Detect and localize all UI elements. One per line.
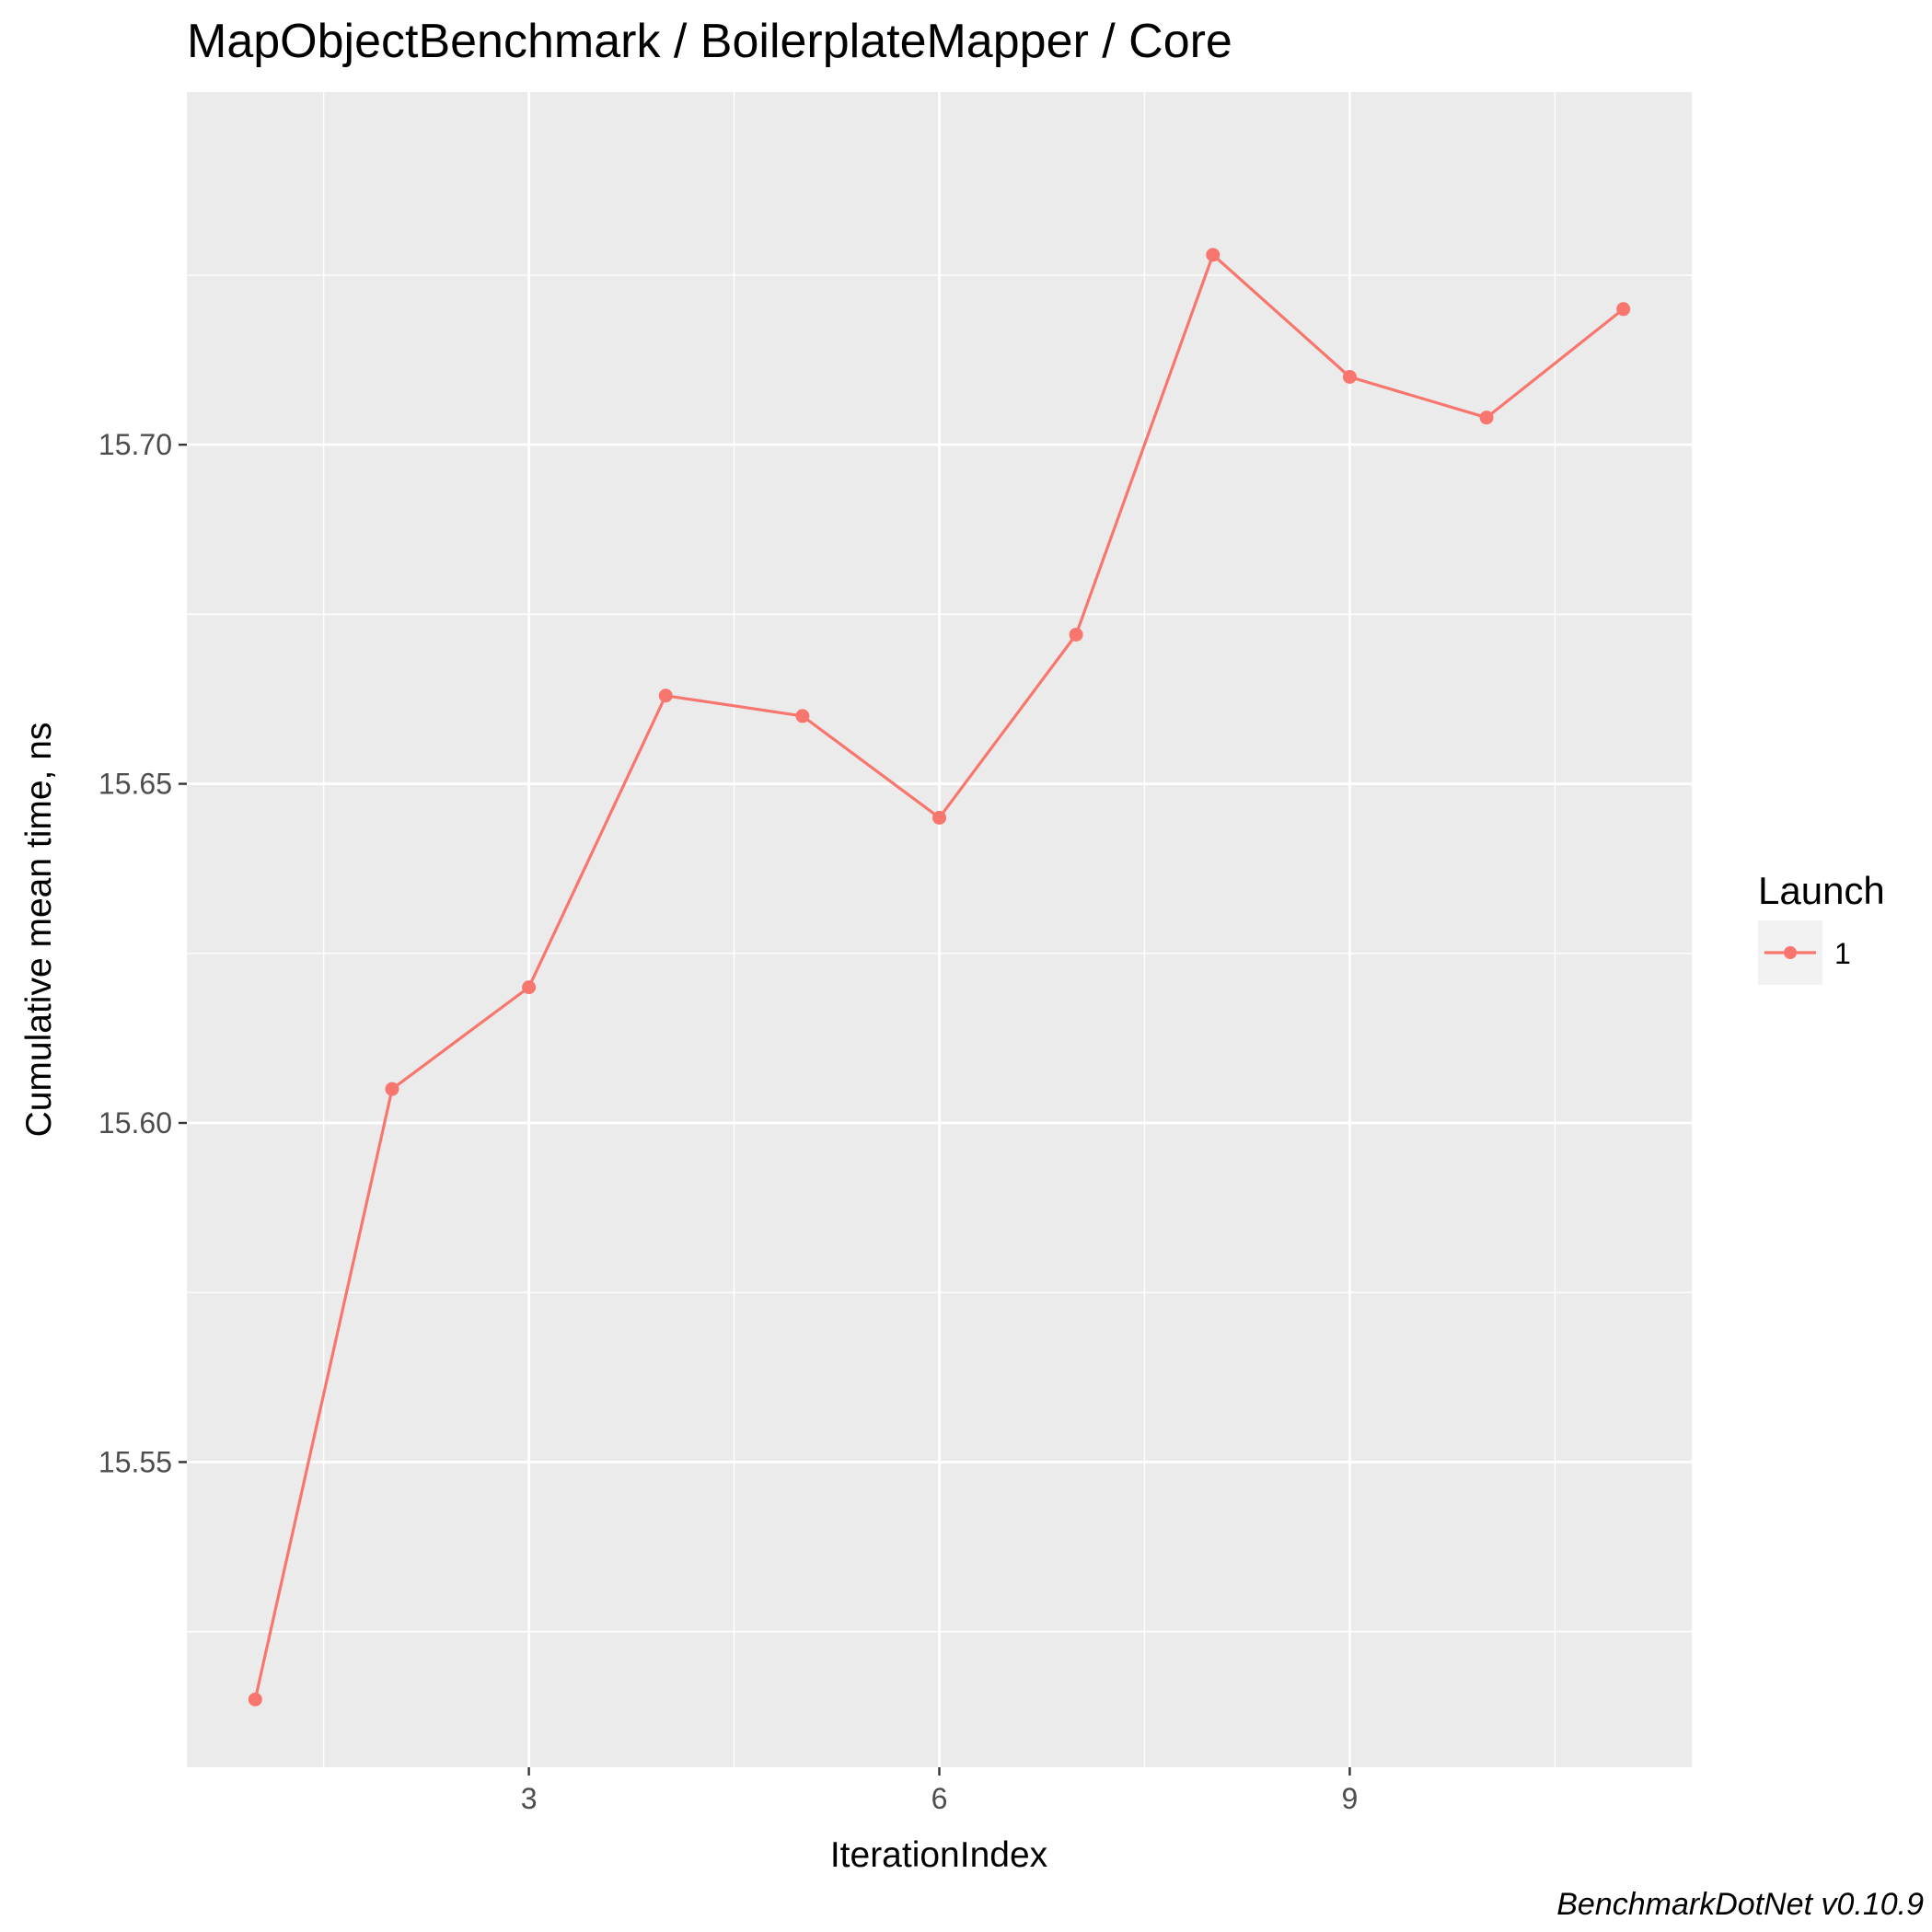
caption: BenchmarkDotNet v0.10.9 bbox=[1556, 1887, 1924, 1922]
x-tick-label: 6 bbox=[931, 1782, 948, 1815]
data-point bbox=[932, 810, 946, 825]
data-point bbox=[1479, 411, 1494, 425]
y-tick-label: 15.70 bbox=[98, 428, 172, 461]
x-axis-ticks: 3 6 9 bbox=[521, 1767, 1359, 1815]
y-tick-label: 15.55 bbox=[98, 1445, 172, 1478]
data-point bbox=[1069, 627, 1083, 642]
data-point bbox=[522, 980, 537, 995]
legend-label: 1 bbox=[1834, 937, 1851, 970]
data-point bbox=[795, 709, 810, 723]
x-tick-label: 9 bbox=[1342, 1782, 1359, 1815]
data-point bbox=[1342, 369, 1357, 384]
y-tick-label: 15.65 bbox=[98, 768, 172, 801]
data-point bbox=[1206, 248, 1221, 262]
y-axis-ticks: 15.55 15.60 15.65 15.70 bbox=[98, 428, 187, 1478]
data-point bbox=[1616, 302, 1631, 317]
data-point bbox=[248, 1692, 262, 1706]
legend-key-point bbox=[1784, 946, 1797, 959]
y-axis-label: Cumulative mean time, ns bbox=[19, 723, 59, 1138]
y-tick-label: 15.60 bbox=[98, 1106, 172, 1140]
legend: Launch 1 bbox=[1758, 869, 1885, 985]
data-point bbox=[658, 688, 673, 703]
data-point bbox=[385, 1082, 399, 1096]
series-layer bbox=[248, 248, 1631, 1706]
legend-title: Launch bbox=[1758, 869, 1885, 912]
chart-title: MapObjectBenchmark / BoilerplateMapper /… bbox=[187, 15, 1232, 68]
major-gridlines bbox=[187, 92, 1692, 1767]
x-tick-label: 3 bbox=[521, 1782, 538, 1815]
x-axis-label: IterationIndex bbox=[830, 1835, 1048, 1875]
